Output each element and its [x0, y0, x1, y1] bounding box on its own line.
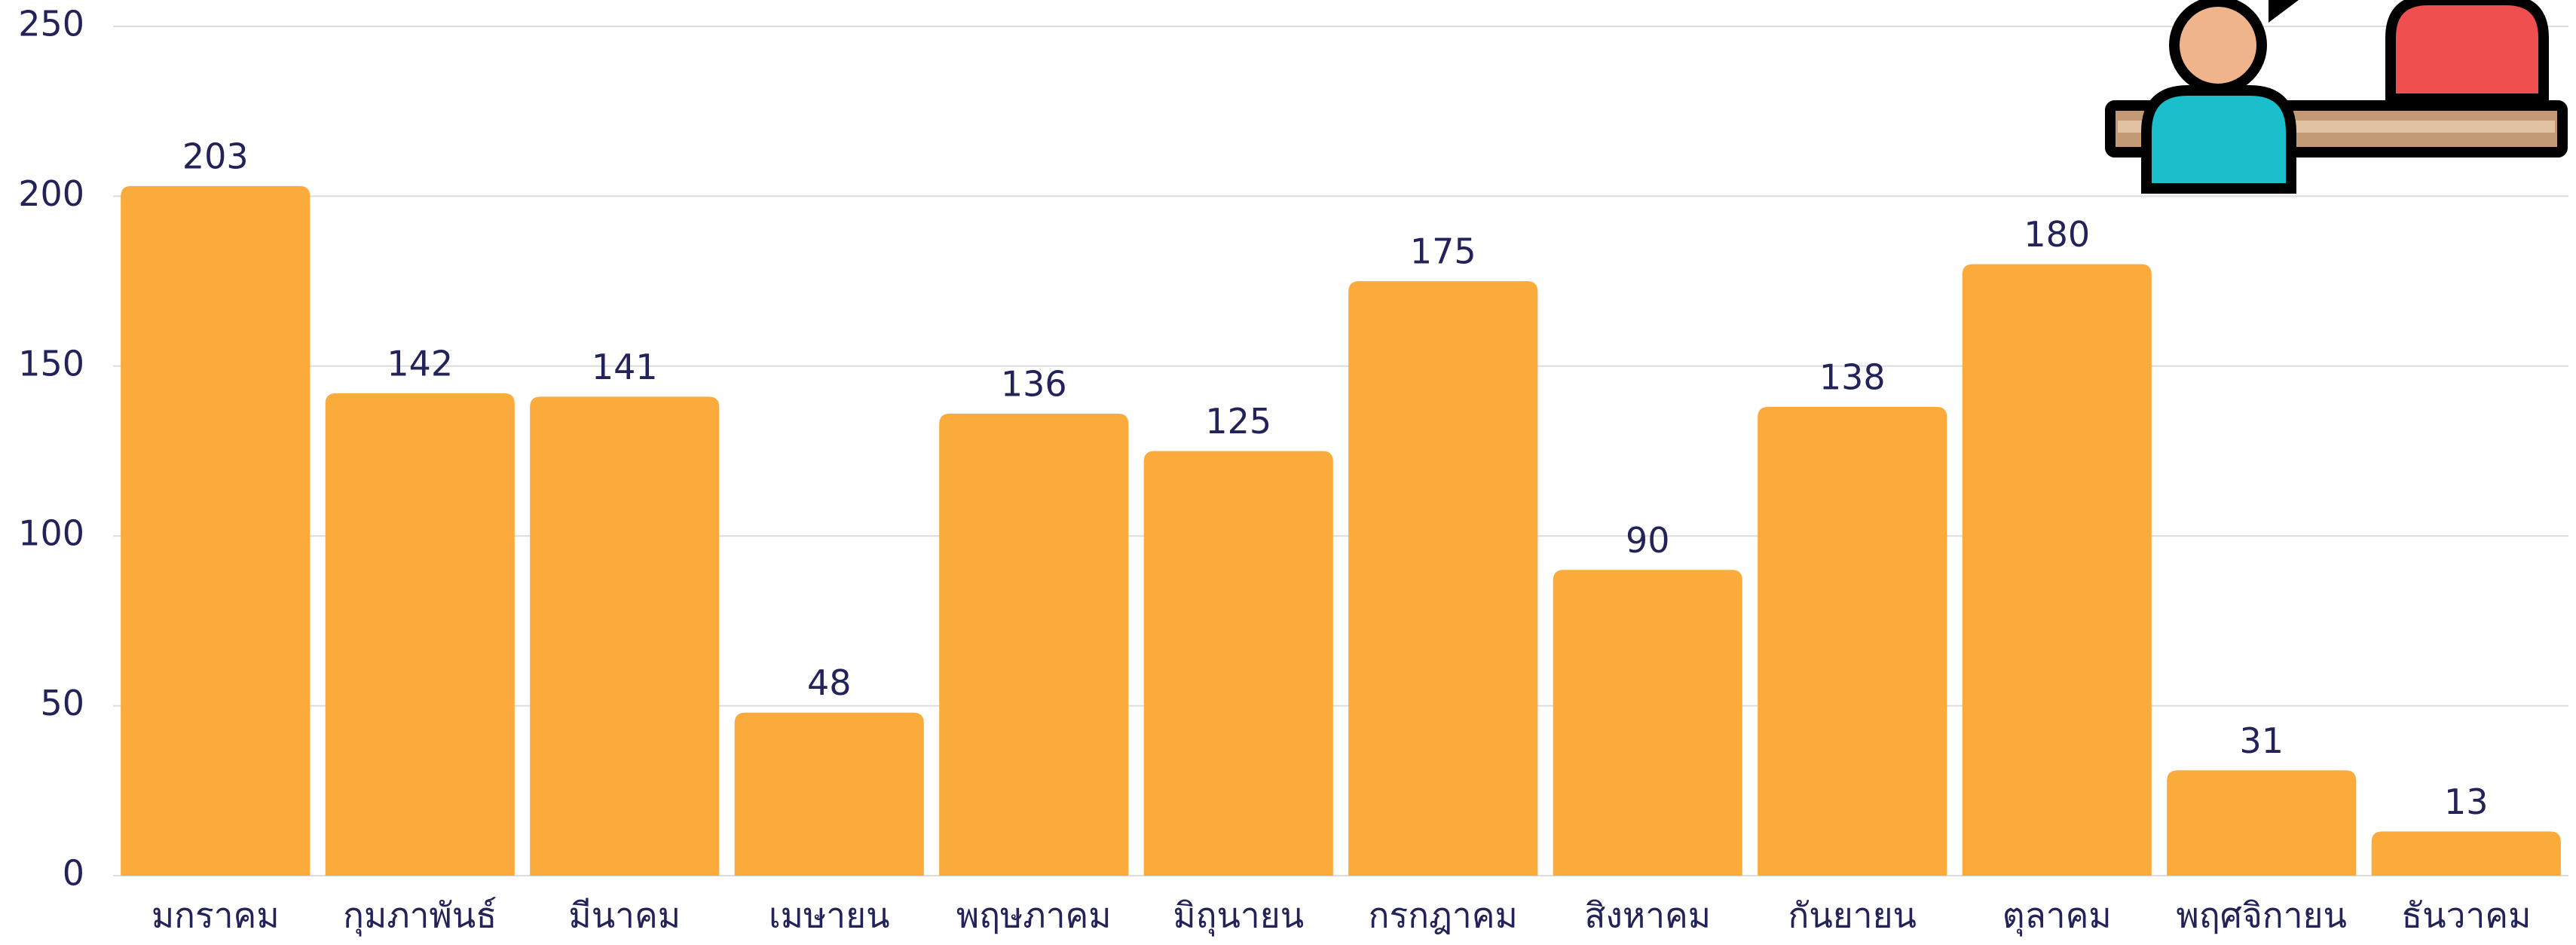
y-tick-label: 100 [18, 513, 84, 554]
page: {"chart_data": {"type": "bar", "categori… [0, 0, 2576, 945]
bar [530, 396, 719, 876]
value-label: 138 [1819, 356, 1886, 397]
bar [1144, 451, 1333, 876]
bar [939, 414, 1128, 876]
y-tick-label: 0 [63, 853, 84, 894]
bar [1348, 281, 1537, 876]
bar [1553, 570, 1742, 876]
x-tick-label: พฤษภาคม [956, 895, 1112, 936]
chart: 0 50 100 150 200 250 มกราคม 203 กุมภาพันธ์ 142 มีน… [0, 0, 2576, 945]
value-label: 125 [1205, 401, 1271, 442]
bar [735, 713, 924, 876]
bar [2372, 831, 2561, 876]
x-tick-label: มกราคม [151, 895, 280, 936]
value-label: 13 [2444, 781, 2489, 822]
value-label: 175 [1410, 231, 1476, 272]
bar [1758, 407, 1947, 876]
bar [326, 393, 515, 876]
x-tick-label: สิงหาคม [1584, 895, 1711, 936]
x-tick-label: ตุลาคม [2002, 895, 2112, 937]
value-label: 31 [2239, 720, 2284, 761]
value-label: 90 [1626, 520, 1670, 561]
value-label: 203 [182, 136, 249, 176]
x-tick-label: พฤศจิกายน [2177, 895, 2347, 936]
bar [1963, 265, 2152, 876]
x-tick-label: กรกฎาคม [1369, 895, 1518, 936]
y-tick-label: 250 [18, 4, 84, 44]
value-label: 180 [2024, 214, 2090, 255]
bar [121, 186, 310, 876]
x-tick-label: กันยายน [1788, 895, 1917, 936]
x-tick-label: เมษายน [769, 895, 890, 936]
y-tick-label: 200 [18, 173, 84, 214]
y-tick-label: 50 [40, 683, 84, 723]
value-label: 142 [387, 343, 453, 384]
bar [2167, 770, 2356, 876]
decorative-icon [2110, 0, 2562, 188]
value-label: 141 [592, 347, 658, 387]
x-tick-label: ธันวาคม [2401, 895, 2531, 936]
value-label: 48 [807, 662, 852, 703]
x-tick-label: กุมภาพันธ์ [343, 895, 497, 937]
y-tick-label: 150 [18, 343, 84, 384]
x-tick-label: มิถุนายน [1173, 895, 1304, 937]
value-label: 136 [1001, 363, 1067, 404]
x-tick-label: มีนาคม [568, 895, 681, 936]
